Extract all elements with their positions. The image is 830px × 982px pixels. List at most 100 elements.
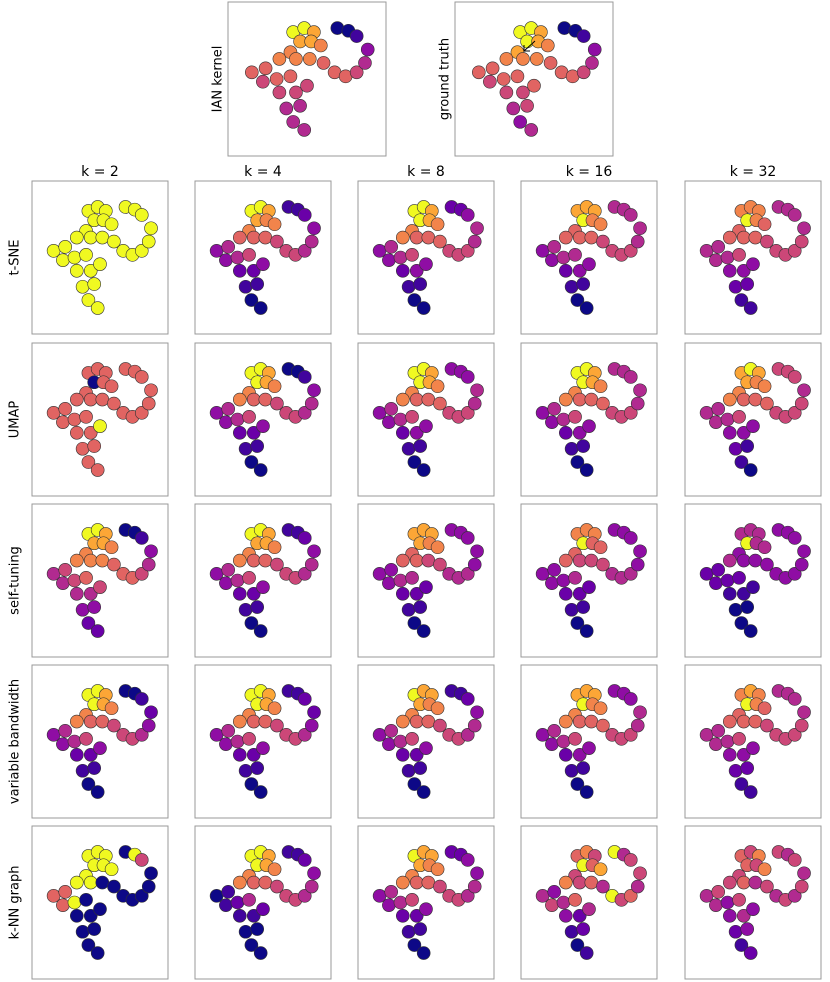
- point: [732, 893, 746, 907]
- scatter-panel: [31, 664, 169, 819]
- point: [219, 253, 233, 267]
- point: [300, 78, 314, 93]
- scatter-panel: [454, 1, 614, 157]
- point: [558, 553, 573, 568]
- point: [144, 866, 158, 881]
- point: [564, 602, 579, 617]
- point: [760, 234, 774, 249]
- point: [141, 234, 156, 249]
- scatter-panel: [520, 342, 658, 497]
- point: [409, 425, 424, 440]
- point: [304, 396, 319, 411]
- point: [633, 705, 647, 720]
- point: [722, 908, 737, 923]
- point: [67, 734, 82, 749]
- point: [740, 922, 755, 936]
- point: [233, 425, 247, 440]
- scatter-panel: [684, 664, 822, 819]
- point: [787, 567, 802, 581]
- point: [794, 557, 809, 572]
- scatter-panel: [684, 825, 822, 980]
- point: [246, 553, 261, 568]
- point: [70, 263, 84, 278]
- point: [413, 277, 428, 291]
- point: [736, 230, 751, 245]
- point: [743, 301, 758, 315]
- point: [547, 402, 562, 416]
- point: [242, 732, 256, 746]
- point: [304, 557, 319, 572]
- point: [430, 862, 445, 877]
- point: [83, 263, 98, 278]
- point: [395, 875, 410, 890]
- point: [395, 230, 410, 245]
- point: [93, 580, 107, 594]
- point: [734, 777, 749, 791]
- column-title: k = 8: [407, 164, 445, 180]
- point: [238, 279, 253, 294]
- point: [711, 724, 726, 738]
- point: [529, 52, 544, 66]
- point: [246, 392, 261, 407]
- point: [732, 571, 746, 585]
- point: [297, 853, 312, 867]
- point: [93, 741, 107, 755]
- point: [787, 244, 802, 258]
- point: [460, 406, 475, 420]
- point: [630, 396, 645, 411]
- point: [579, 301, 594, 315]
- point: [470, 544, 484, 559]
- point: [416, 946, 431, 960]
- point: [734, 938, 749, 952]
- point: [58, 240, 72, 254]
- point: [244, 777, 259, 791]
- point: [56, 415, 70, 429]
- point: [572, 908, 587, 923]
- point: [75, 279, 90, 294]
- point: [83, 425, 98, 440]
- point: [556, 250, 571, 265]
- point: [746, 257, 760, 271]
- point: [570, 938, 585, 952]
- panel-frame: [684, 180, 822, 335]
- point: [70, 553, 84, 568]
- point: [279, 101, 294, 116]
- point: [570, 777, 585, 791]
- point: [297, 567, 312, 581]
- point: [576, 65, 591, 80]
- point: [460, 244, 475, 258]
- point: [572, 392, 587, 407]
- point: [70, 875, 84, 890]
- point: [556, 734, 571, 749]
- point: [81, 293, 96, 307]
- point: [79, 248, 93, 262]
- point: [794, 234, 809, 249]
- point: [81, 938, 96, 952]
- point: [576, 277, 591, 291]
- point: [250, 277, 265, 291]
- scatter-panel: [357, 825, 495, 980]
- point: [572, 714, 587, 729]
- point: [564, 279, 579, 294]
- point: [393, 734, 408, 749]
- point: [582, 902, 596, 916]
- point: [584, 553, 599, 568]
- point: [230, 573, 245, 588]
- point: [233, 714, 247, 729]
- panel-frame: [357, 825, 495, 980]
- point: [270, 396, 284, 411]
- point: [283, 69, 298, 84]
- point: [70, 425, 84, 440]
- scatter-panel: [520, 825, 658, 980]
- point: [349, 65, 364, 80]
- point: [584, 714, 599, 729]
- point: [79, 732, 93, 746]
- point: [728, 441, 743, 456]
- point: [238, 924, 253, 939]
- point: [720, 412, 735, 427]
- panel-frame: [520, 342, 658, 497]
- point: [297, 406, 312, 420]
- point: [572, 263, 587, 278]
- point: [144, 705, 158, 720]
- point: [593, 701, 608, 716]
